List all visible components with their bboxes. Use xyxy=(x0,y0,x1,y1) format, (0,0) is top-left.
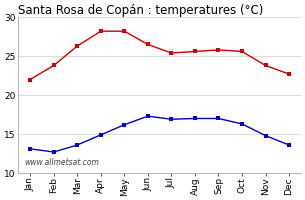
Text: Santa Rosa de Copán : temperatures (°C): Santa Rosa de Copán : temperatures (°C) xyxy=(18,4,264,17)
Text: www.allmetsat.com: www.allmetsat.com xyxy=(24,158,99,167)
